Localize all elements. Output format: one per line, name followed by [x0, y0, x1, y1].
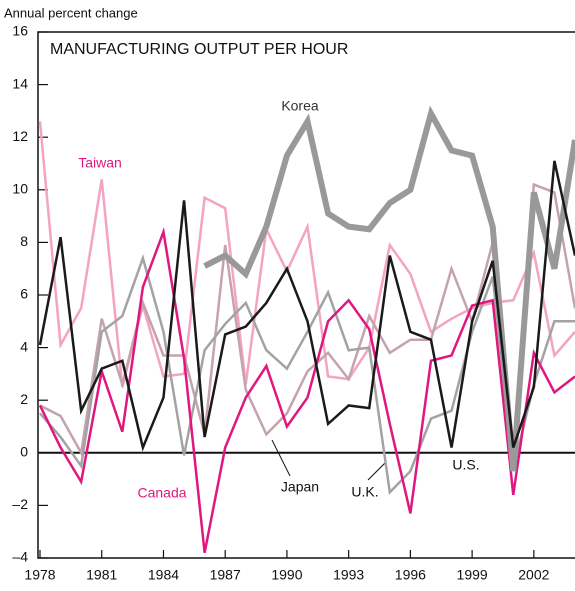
chart-title: MANUFACTURING OUTPUT PER HOUR — [50, 41, 348, 58]
x-tick-label: 1981 — [86, 567, 117, 583]
y-axis-label: Annual percent change — [4, 5, 138, 20]
x-tick-label: 2002 — [518, 567, 549, 583]
x-tick-label: 1996 — [395, 567, 426, 583]
x-tick-label: 1993 — [333, 567, 364, 583]
series-label: Japan — [281, 479, 319, 495]
series-label: Taiwan — [78, 155, 122, 171]
x-tick-label: 1984 — [148, 567, 179, 583]
series-label: U.K. — [351, 484, 378, 500]
series-line — [38, 160, 575, 452]
series-label: Canada — [137, 485, 186, 501]
series-line — [39, 254, 575, 495]
y-tick-label: 0 — [20, 444, 28, 460]
series-line — [39, 182, 575, 457]
y-tick-label: 6 — [20, 286, 28, 302]
leader-line — [271, 439, 291, 477]
y-tick-label: 14 — [12, 75, 28, 91]
y-tick-label: 16 — [12, 23, 28, 39]
y-tick-label: –4 — [12, 549, 28, 565]
x-tick-label: 1978 — [24, 567, 55, 583]
series-line — [203, 105, 575, 472]
y-tick-label: 12 — [12, 128, 28, 144]
x-tick-label: 1987 — [210, 567, 241, 583]
series-label: U.S. — [452, 457, 479, 473]
y-tick-label: 8 — [20, 233, 28, 249]
y-tick-label: –2 — [12, 496, 28, 512]
x-tick-label: 1999 — [457, 567, 488, 583]
y-tick-label: 10 — [12, 181, 28, 197]
leader-line — [367, 461, 387, 481]
y-tick-label: 2 — [20, 391, 28, 407]
series-line — [38, 227, 575, 553]
series-label: Korea — [281, 98, 319, 114]
y-tick-label: 4 — [20, 338, 28, 354]
x-tick-label: 1990 — [271, 567, 302, 583]
